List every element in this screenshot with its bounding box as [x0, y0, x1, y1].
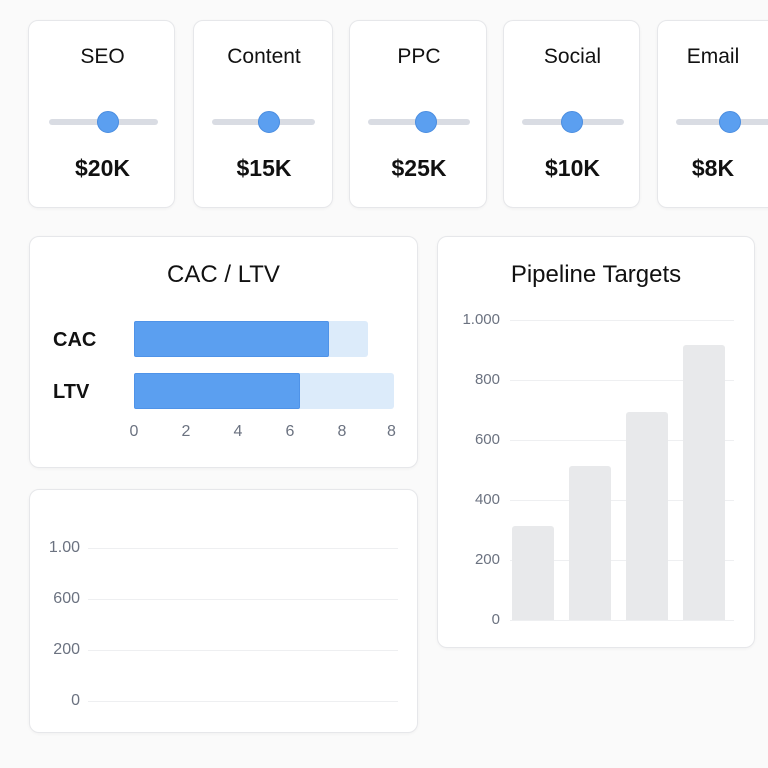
budget-slider[interactable] — [676, 111, 768, 133]
bar — [569, 465, 611, 620]
channel-card-ppc: PPC $25K — [349, 20, 487, 208]
x-tick-label: 8 — [386, 423, 396, 440]
y-tick-label: 400 — [474, 491, 500, 508]
channel-card-seo: SEO $20K — [28, 20, 175, 208]
pipeline-targets-card: Pipeline Targets 1.000 800 600 400 200 0 — [437, 236, 755, 648]
slider-handle[interactable] — [415, 111, 438, 133]
channel-name: SEO — [80, 45, 125, 68]
gridline — [88, 548, 398, 549]
y-tick-label: 600 — [474, 431, 500, 448]
y-tick-label: 0 — [491, 611, 500, 628]
y-tick-label: 1.00 — [48, 539, 80, 556]
bar-label: LTV — [53, 381, 90, 403]
bar — [626, 411, 668, 620]
slider-handle[interactable] — [719, 111, 741, 133]
gridline — [88, 599, 398, 600]
bar-value — [134, 373, 301, 409]
gridline — [88, 650, 398, 651]
gridline — [510, 380, 734, 381]
y-tick-label: 600 — [53, 590, 80, 607]
chart-title: Pipeline Targets — [510, 261, 682, 288]
bar — [512, 525, 554, 620]
channel-budget: $8K — [691, 155, 735, 181]
gridline — [510, 620, 734, 621]
gridline — [510, 320, 734, 321]
channel-budget: $25K — [391, 155, 447, 181]
gridline — [510, 560, 734, 561]
y-tick-label: 1.000 — [462, 311, 500, 328]
x-tick-label: 0 — [129, 423, 139, 440]
slider-handle[interactable] — [257, 111, 280, 133]
budget-slider[interactable] — [522, 111, 624, 133]
bar-label: CAC — [53, 329, 97, 351]
bar-value — [134, 321, 329, 357]
channel-name: Email — [686, 45, 740, 68]
cac-ltv-card: CAC / LTV CAC LTV 0 2 4 6 8 8 — [29, 236, 418, 468]
y-tick-label: 200 — [53, 641, 80, 658]
budget-slider[interactable] — [368, 111, 470, 133]
slider-handle[interactable] — [96, 111, 119, 133]
gridline — [510, 500, 734, 501]
gridline — [510, 440, 734, 441]
x-tick-label: 8 — [337, 423, 347, 440]
budget-slider[interactable] — [212, 111, 315, 133]
channel-name: PPC — [397, 45, 441, 68]
channel-card-content: Content $15K — [193, 20, 333, 208]
channel-name: Social — [543, 45, 602, 68]
x-tick-label: 2 — [181, 423, 191, 440]
empty-chart-card: 1.00 600 200 0 — [29, 489, 418, 733]
channel-card-social: Social $10K — [503, 20, 640, 208]
channel-budget: $20K — [75, 155, 130, 181]
chart-title: CAC / LTV — [167, 261, 280, 288]
channel-budget: $10K — [545, 155, 600, 181]
gridline — [88, 701, 398, 702]
channel-card-email: Email $8K — [657, 20, 768, 208]
y-tick-label: 800 — [474, 371, 500, 388]
channel-budget: $15K — [236, 155, 292, 181]
slider-handle[interactable] — [560, 111, 583, 133]
bar — [683, 344, 725, 620]
y-tick-label: 0 — [71, 692, 80, 709]
channel-name: Content — [227, 45, 301, 68]
budget-slider[interactable] — [49, 111, 158, 133]
x-tick-label: 6 — [285, 423, 295, 440]
y-tick-label: 200 — [474, 551, 500, 568]
x-tick-label: 4 — [233, 423, 243, 440]
